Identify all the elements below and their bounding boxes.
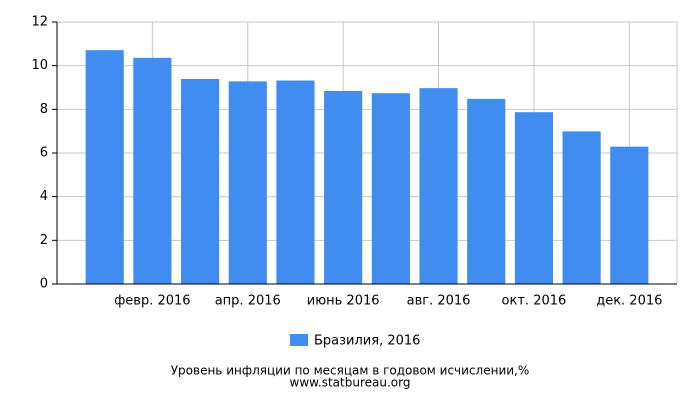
x-tick-label: авг. 2016 — [407, 294, 471, 309]
legend-swatch — [290, 334, 308, 346]
x-tick-label: апр. 2016 — [215, 294, 281, 309]
bar — [467, 98, 506, 284]
y-tick-label: 4 — [40, 189, 48, 204]
y-tick-label: 6 — [40, 146, 48, 161]
bar — [514, 112, 553, 285]
bar — [610, 146, 649, 284]
bar — [133, 57, 172, 284]
x-tick-label: февр. 2016 — [114, 294, 190, 309]
bar — [85, 50, 124, 284]
bar — [324, 90, 363, 284]
y-tick-label: 2 — [40, 233, 48, 248]
bar — [276, 80, 315, 284]
bar — [562, 131, 601, 284]
x-tick-label: июнь 2016 — [307, 294, 380, 309]
source: www.statbureau.org — [290, 376, 411, 390]
y-tick-label: 12 — [31, 15, 48, 30]
x-tick-label: окт. 2016 — [502, 294, 567, 309]
y-tick-label: 8 — [40, 102, 48, 117]
bar — [419, 88, 458, 284]
chart-title: Уровень инфляции по месяцам в годовом ис… — [171, 364, 530, 378]
bar — [181, 78, 220, 284]
bar — [228, 81, 267, 285]
bar — [371, 93, 410, 284]
y-tick-label: 0 — [40, 277, 48, 292]
y-tick-label: 10 — [31, 58, 48, 73]
legend-label: Бразилия, 2016 — [314, 334, 420, 349]
x-tick-label: дек. 2016 — [596, 294, 662, 309]
